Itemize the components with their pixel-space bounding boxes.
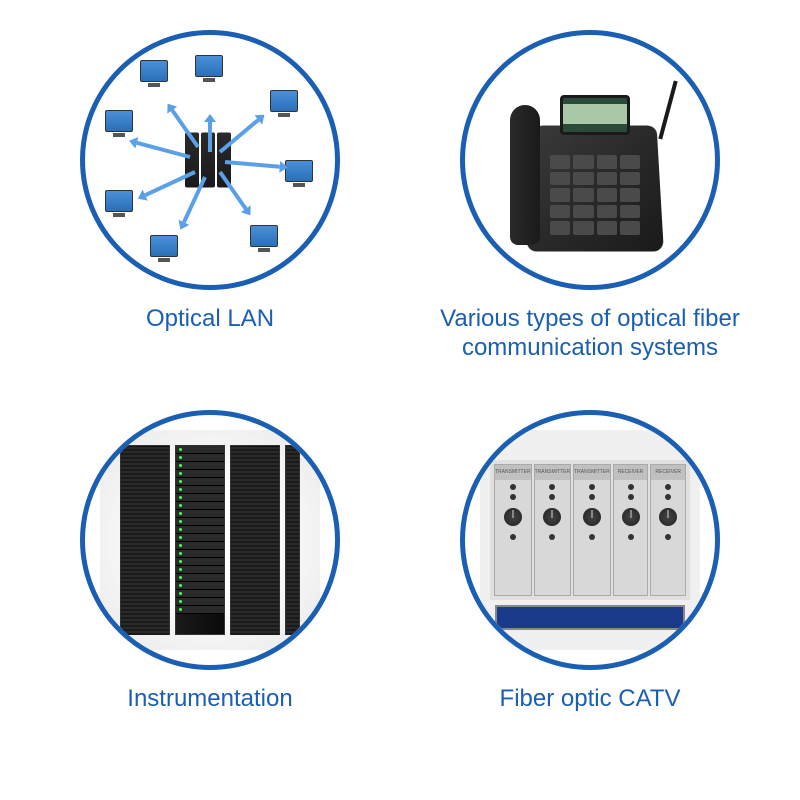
catv-module: RECEIVER xyxy=(613,464,649,596)
rack-icon xyxy=(175,445,225,635)
phone-screen xyxy=(560,95,630,135)
network-topology-illustration xyxy=(100,50,320,270)
catv-display xyxy=(495,605,685,630)
catv-module: TRANSMITTER xyxy=(494,464,532,596)
catv-module: TRANSMITTER xyxy=(573,464,611,596)
phone-illustration xyxy=(490,60,690,260)
label-fiber-catv: Fiber optic CATV xyxy=(500,685,681,714)
keypad xyxy=(550,155,640,235)
rack-icon xyxy=(230,445,280,635)
rack-icon xyxy=(120,445,170,635)
circle-instrumentation xyxy=(80,410,340,670)
monitor-icon xyxy=(105,110,133,132)
circle-fiber-catv: TRANSMITTER TRANSMITTER TRANSMITTER xyxy=(460,410,720,670)
cell-communication-systems: Various types of optical fiber communica… xyxy=(410,30,770,390)
handset-icon xyxy=(510,105,540,245)
cell-optical-lan: Optical LAN xyxy=(30,30,390,390)
monitor-icon xyxy=(285,160,313,182)
monitor-icon xyxy=(140,60,168,82)
circle-communication-systems xyxy=(460,30,720,290)
monitor-icon xyxy=(250,225,278,247)
circle-optical-lan xyxy=(80,30,340,290)
catv-module: TRANSMITTER xyxy=(534,464,572,596)
rack-icon xyxy=(285,445,300,635)
monitor-icon xyxy=(105,190,133,212)
cell-fiber-catv: TRANSMITTER TRANSMITTER TRANSMITTER xyxy=(410,410,770,770)
server-racks-illustration xyxy=(100,430,320,650)
label-instrumentation: Instrumentation xyxy=(127,685,292,714)
cell-instrumentation: Instrumentation xyxy=(30,410,390,770)
catv-module: RECEIVER xyxy=(650,464,686,596)
monitor-icon xyxy=(270,90,298,112)
antenna-icon xyxy=(658,81,677,140)
label-optical-lan: Optical LAN xyxy=(146,305,274,334)
catv-equipment-illustration: TRANSMITTER TRANSMITTER TRANSMITTER xyxy=(480,430,700,650)
monitor-icon xyxy=(195,55,223,77)
label-communication-systems: Various types of optical fiber communica… xyxy=(430,305,750,363)
monitor-icon xyxy=(150,235,178,257)
catv-panel: TRANSMITTER TRANSMITTER TRANSMITTER xyxy=(490,460,690,600)
